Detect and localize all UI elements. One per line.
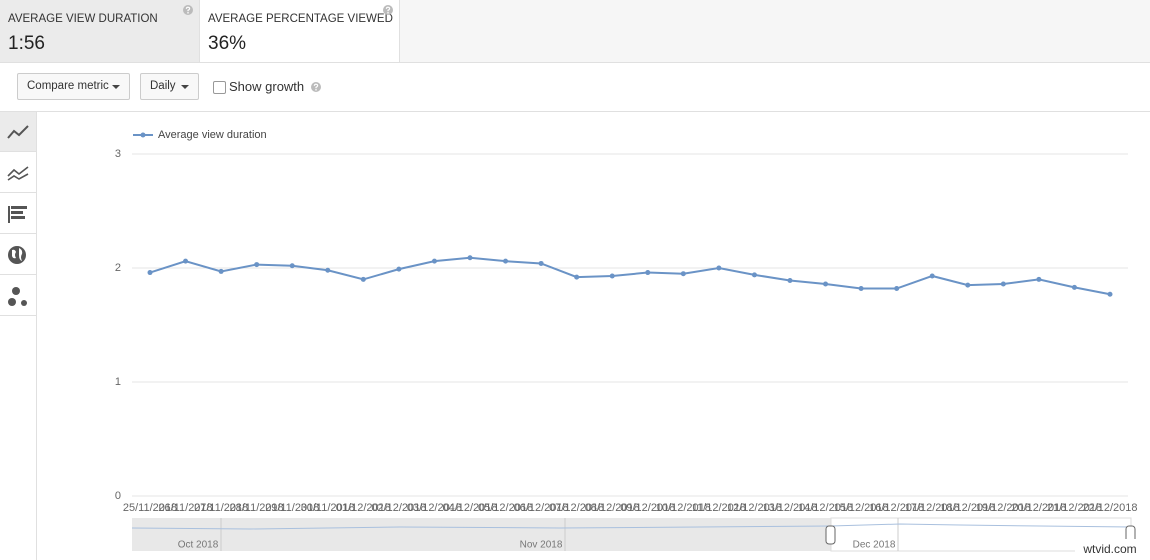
navigator-month: Nov 2018 [520, 540, 563, 551]
y-tick-label: 2 [115, 262, 121, 274]
data-point [1107, 291, 1113, 297]
data-point [858, 286, 864, 292]
x-tick-label: 01/12/2018 [336, 502, 391, 514]
x-tick-label: 22/12/2018 [1082, 502, 1137, 514]
data-point [751, 272, 757, 278]
data-point [254, 262, 260, 268]
x-tick-label: 28/11/2018 [230, 502, 284, 514]
metric-label: AVERAGE PERCENTAGE VIEWED [208, 13, 393, 25]
data-point [431, 258, 437, 264]
data-point [1000, 281, 1006, 287]
help-icon[interactable] [311, 82, 321, 92]
x-tick-label: 02/12/2018 [371, 502, 426, 514]
x-tick-label: 05/12/2018 [478, 502, 533, 514]
data-point [360, 276, 366, 282]
y-tick-label: 1 [115, 376, 121, 388]
x-tick-label: 14/12/2018 [798, 502, 853, 514]
y-tick-label: 3 [115, 148, 121, 160]
bubble-chart-option[interactable] [0, 276, 36, 316]
data-point [823, 281, 829, 287]
data-point [183, 258, 189, 264]
x-tick-label: 11/12/2018 [692, 502, 746, 514]
metric-label: AVERAGE VIEW DURATION [8, 13, 158, 25]
x-tick-label: 21/12/2018 [1047, 502, 1102, 514]
growth-label[interactable]: Show growth [229, 79, 305, 94]
x-tick-label: 29/11/2018 [265, 502, 319, 514]
data-point [325, 267, 331, 273]
x-tick-label: 13/12/2018 [762, 502, 817, 514]
x-tick-label: 25/11/2018 [123, 502, 177, 514]
x-tick-label: 07/12/2018 [549, 502, 604, 514]
multi-line-option[interactable] [0, 153, 36, 193]
map-option[interactable] [0, 235, 36, 275]
navigator-month: Oct 2018 [178, 540, 219, 551]
data-point [467, 255, 473, 261]
data-point [147, 270, 153, 276]
data-point [787, 278, 793, 284]
period-dropdown[interactable]: Daily [140, 73, 199, 100]
x-tick-label: 30/11/2018 [301, 502, 355, 514]
x-tick-label: 08/12/2018 [585, 502, 640, 514]
x-tick-label: 10/12/2018 [656, 502, 711, 514]
data-line [149, 256, 1111, 296]
watermark-bg [1075, 539, 1145, 560]
data-point [1071, 284, 1077, 290]
help-icon[interactable] [183, 5, 193, 15]
growth-checkbox[interactable] [213, 81, 226, 94]
x-tick-label: 19/12/2018 [976, 502, 1031, 514]
data-point [965, 282, 971, 288]
data-point [218, 268, 224, 274]
navigator-handle[interactable] [1125, 525, 1136, 545]
navigator-month: Dec 2018 [853, 540, 896, 551]
x-tick-label: 15/12/2018 [834, 502, 889, 514]
data-point [894, 286, 900, 292]
data-point [680, 271, 686, 277]
x-tick-label: 18/12/2018 [940, 502, 995, 514]
navigator-sparkline [131, 523, 1132, 530]
x-tick-label: 03/12/2018 [407, 502, 462, 514]
data-point [503, 258, 509, 264]
legend-dot [140, 132, 146, 138]
metric-tabs: AVERAGE VIEW DURATION 1:56 AVERAGE PERCE… [0, 0, 1150, 63]
x-tick-label: 17/12/2018 [905, 502, 960, 514]
compare-metric-button[interactable]: Compare metric [17, 73, 130, 100]
navigator-selected [830, 517, 1132, 552]
metric-tab[interactable]: AVERAGE VIEW DURATION 1:56 [0, 0, 200, 62]
metric-tab[interactable]: AVERAGE PERCENTAGE VIEWED 36% [200, 0, 400, 62]
data-point [289, 263, 295, 269]
line-chart-option[interactable] [0, 112, 36, 152]
data-point [538, 260, 544, 266]
data-point [396, 266, 402, 272]
x-tick-label: 09/12/2018 [620, 502, 675, 514]
metric-value: 36% [208, 33, 247, 54]
x-tick-label: 12/12/2018 [727, 502, 782, 514]
x-tick-label: 06/12/2018 [514, 502, 569, 514]
x-tick-label: 27/11/2018 [194, 502, 248, 514]
x-tick-label: 20/12/2018 [1011, 502, 1066, 514]
data-point [574, 274, 580, 280]
data-point [929, 273, 935, 279]
x-tick-label: 04/12/2018 [442, 502, 497, 514]
legend-label: Average view duration [158, 129, 267, 141]
navigator-unselected [132, 518, 831, 551]
help-icon[interactable] [383, 5, 393, 15]
y-tick-label: 0 [115, 490, 121, 502]
data-point [1036, 276, 1042, 282]
watermark: wtvid.com [1082, 542, 1136, 556]
navigator-handle[interactable] [825, 525, 836, 545]
toolbar: Compare metric Daily Show growth [0, 62, 1150, 112]
data-point [609, 273, 615, 279]
x-tick-label: 16/12/2018 [869, 502, 924, 514]
bar-chart-option[interactable] [0, 194, 36, 234]
metric-value: 1:56 [8, 33, 45, 54]
data-point [716, 265, 722, 271]
chart-type-sidebar [0, 112, 37, 560]
x-tick-label: 26/11/2018 [158, 502, 212, 514]
data-point [645, 270, 651, 276]
